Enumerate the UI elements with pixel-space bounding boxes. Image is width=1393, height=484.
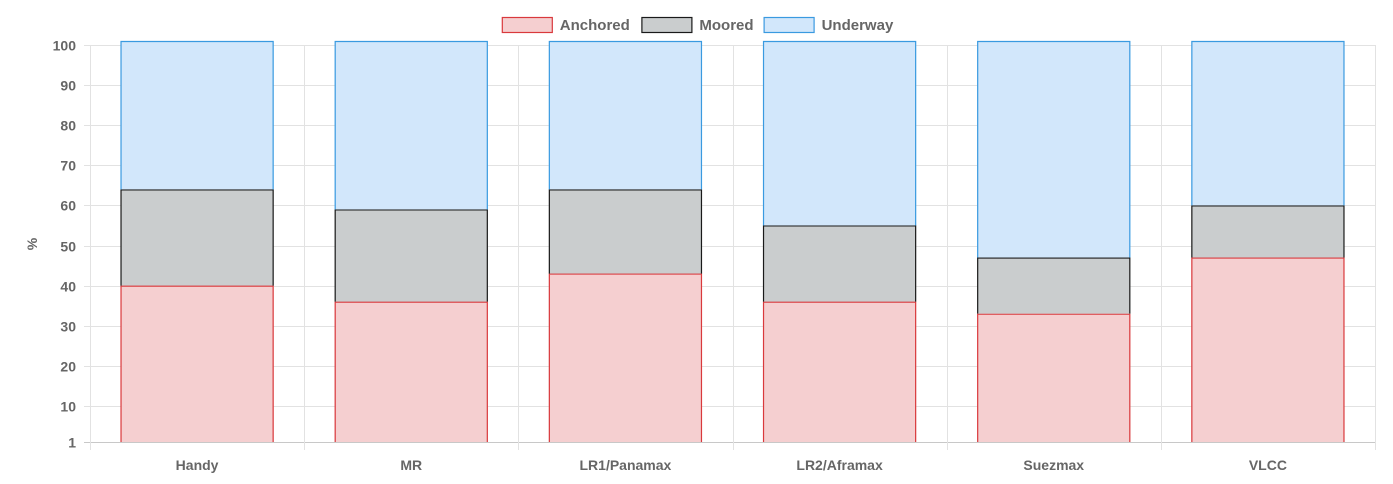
legend-item-moored: Moored bbox=[641, 16, 754, 34]
bar-outline bbox=[548, 189, 703, 274]
bar-outline bbox=[334, 40, 488, 210]
x-tick-label: LR1/Panamax bbox=[580, 457, 672, 473]
legend-swatch bbox=[501, 16, 553, 34]
bar-fill bbox=[763, 225, 917, 302]
bar-segment-underway bbox=[334, 40, 488, 210]
bar-fill bbox=[977, 313, 1131, 442]
bar-outline bbox=[548, 40, 703, 190]
bar-segment-anchored bbox=[762, 301, 917, 442]
bar-outline bbox=[548, 273, 703, 442]
bars bbox=[120, 40, 1345, 442]
bar-segment-moored bbox=[1191, 205, 1345, 258]
bar-segment-underway bbox=[548, 40, 703, 190]
bar-fill bbox=[334, 209, 488, 302]
legend-label: Underway bbox=[822, 17, 894, 34]
axes: 1 10 20 30 40 50 60 70 80 90 100 Handy MR LR1/Panamax… bbox=[53, 38, 1287, 474]
legend-label: Anchored bbox=[560, 17, 630, 34]
bar-segment-anchored bbox=[1191, 257, 1345, 442]
y-tick-label: 50 bbox=[60, 239, 76, 255]
bar-segment-moored bbox=[977, 257, 1131, 314]
bar-fill bbox=[763, 301, 917, 442]
bar-segment-underway bbox=[120, 40, 274, 190]
bar-segment-underway bbox=[977, 40, 1131, 258]
y-tick-label: 30 bbox=[60, 319, 76, 335]
bar-segment-moored bbox=[334, 209, 488, 302]
bar-fill bbox=[120, 189, 274, 286]
bar-fill bbox=[548, 273, 702, 442]
x-tick-label: MR bbox=[400, 457, 422, 473]
bar-outline bbox=[1191, 257, 1345, 442]
bar-outline bbox=[977, 313, 1131, 442]
y-tick-label: 80 bbox=[60, 118, 76, 134]
bar-fill bbox=[548, 40, 702, 190]
bar-fill bbox=[1191, 205, 1345, 258]
bar-outline bbox=[1191, 40, 1345, 206]
x-tick-label: Handy bbox=[176, 457, 219, 473]
y-tick-label: 70 bbox=[60, 158, 76, 174]
y-tick-label: 20 bbox=[60, 359, 76, 375]
legend-label: Moored bbox=[699, 17, 753, 34]
legend-item-anchored: Anchored bbox=[501, 16, 630, 34]
bar-outline bbox=[762, 225, 917, 302]
y-tick-label: 90 bbox=[60, 78, 76, 94]
bar-fill bbox=[120, 285, 274, 442]
x-tick-label: LR2/Aframax bbox=[796, 457, 883, 473]
bar-segment-anchored bbox=[977, 313, 1131, 442]
y-tick-label: 10 bbox=[60, 399, 76, 415]
y-tick-label: 100 bbox=[53, 38, 77, 54]
x-tick-label: Suezmax bbox=[1023, 457, 1084, 473]
bar-fill bbox=[334, 301, 488, 442]
bar-fill bbox=[977, 40, 1131, 258]
bar-segment-anchored bbox=[548, 273, 703, 442]
bar-outline bbox=[762, 40, 917, 226]
bar-fill bbox=[1191, 40, 1345, 206]
bar-outline bbox=[120, 285, 274, 442]
legend-item-underway: Underway bbox=[763, 16, 894, 34]
legend-swatch bbox=[641, 16, 693, 34]
x-tick-label: VLCC bbox=[1249, 457, 1287, 473]
y-tick-label: 40 bbox=[60, 279, 76, 295]
bar-segment-underway bbox=[1191, 40, 1345, 206]
legend-swatch bbox=[763, 16, 815, 34]
bar-fill bbox=[977, 257, 1131, 314]
bar-fill bbox=[1191, 257, 1345, 442]
bar-outline bbox=[977, 257, 1131, 314]
bar-segment-moored bbox=[762, 225, 917, 302]
y-tick-label: 60 bbox=[60, 198, 76, 214]
bar-fill bbox=[120, 40, 274, 190]
bar-fill bbox=[334, 40, 488, 210]
bar-segment-anchored bbox=[334, 301, 488, 442]
bar-outline bbox=[334, 209, 488, 302]
bar-segment-moored bbox=[120, 189, 274, 286]
bar-outline bbox=[334, 301, 488, 442]
bar-outline bbox=[762, 301, 917, 442]
bar-outline bbox=[120, 189, 274, 286]
bar-fill bbox=[548, 189, 702, 274]
bar-outline bbox=[120, 40, 274, 190]
legend: Anchored Moored Underway bbox=[501, 16, 894, 34]
bar-outline bbox=[977, 40, 1131, 258]
bar-segment-moored bbox=[548, 189, 703, 274]
bar-fill bbox=[763, 40, 917, 226]
bar-outline bbox=[1191, 205, 1345, 258]
y-tick-label: 1 bbox=[68, 435, 76, 451]
bar-segment-underway bbox=[762, 40, 917, 226]
grid-lines bbox=[84, 45, 1376, 450]
bar-segment-anchored bbox=[120, 285, 274, 442]
y-axis-title: % bbox=[24, 237, 40, 250]
